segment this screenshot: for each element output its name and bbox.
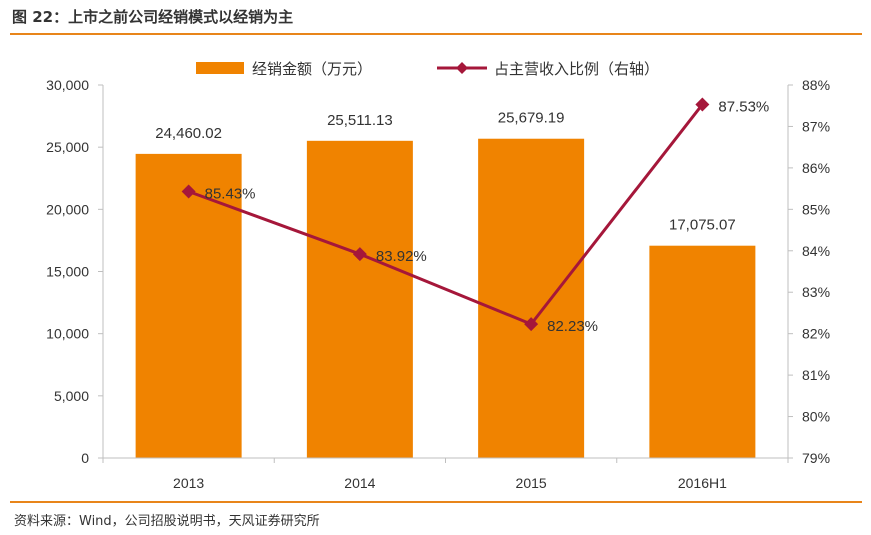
right-tick-label: 82% <box>802 326 830 342</box>
source-note: 资料来源：Wind，公司招股说明书，天风证券研究所 <box>14 514 320 529</box>
ratio-value-label: 87.53% <box>718 98 769 115</box>
source-rule <box>10 501 862 503</box>
ratio-point-marker <box>695 97 710 112</box>
x-tick-label: 2015 <box>516 475 547 491</box>
right-tick-label: 88% <box>802 77 830 93</box>
right-axis: 79% 80% 81% 82% 83% 84% 85% 86% 87% 88% <box>787 77 830 466</box>
bar <box>649 245 756 458</box>
ratio-value-label: 82.23% <box>547 318 598 335</box>
right-tick-label: 79% <box>802 450 830 466</box>
left-tick-label: 15,000 <box>46 264 89 280</box>
x-axis: 2013 2014 2015 2016H1 <box>102 457 789 491</box>
bar-value-label: 24,460.02 <box>155 125 222 142</box>
left-tick-label: 0 <box>81 450 89 466</box>
ratio-value-label: 83.92% <box>376 248 427 265</box>
bar-value-label: 25,511.13 <box>327 112 393 129</box>
legend-bar-swatch <box>196 62 244 74</box>
legend-bar-label: 经销金额（万元） <box>252 61 372 78</box>
data-labels: 24,460.02 25,511.13 25,679.19 17,075.07 85.4… <box>155 98 769 335</box>
bar-value-label: 25,679.19 <box>498 110 565 127</box>
right-tick-label: 81% <box>802 367 830 383</box>
left-tick-label: 25,000 <box>46 139 89 155</box>
line-series <box>181 97 710 332</box>
x-tick-label: 2016H1 <box>678 475 727 491</box>
right-tick-label: 84% <box>802 243 830 259</box>
right-tick-label: 85% <box>802 201 830 217</box>
bar <box>478 138 585 458</box>
right-tick-label: 80% <box>802 409 830 425</box>
right-tick-label: 83% <box>802 284 830 300</box>
ratio-point-marker <box>352 247 367 262</box>
legend-line-marker <box>456 62 468 74</box>
right-tick-label: 87% <box>802 118 830 134</box>
legend: 经销金额（万元） 占主营收入比例（右轴） <box>196 61 659 78</box>
x-tick-label: 2013 <box>173 475 204 491</box>
ratio-line <box>188 103 704 326</box>
x-tick-label: 2014 <box>344 475 375 491</box>
left-tick-label: 20,000 <box>46 201 89 217</box>
bar-value-label: 17,075.07 <box>669 217 736 234</box>
figure-title: 图 22：上市之前公司经销模式以经销为主 <box>12 8 294 26</box>
legend-line-label: 占主营收入比例（右轴） <box>494 61 659 78</box>
left-tick-label: 30,000 <box>46 77 89 93</box>
left-tick-label: 5,000 <box>54 388 89 404</box>
ratio-value-label: 85.43% <box>205 186 256 203</box>
ratio-point-marker <box>181 184 196 199</box>
ratio-point-marker <box>524 317 539 332</box>
title-rule <box>10 33 862 35</box>
bar <box>306 140 413 458</box>
left-tick-label: 10,000 <box>46 326 89 342</box>
right-tick-label: 86% <box>802 160 830 176</box>
left-axis: 0 5,000 10,000 15,000 20,000 25,000 30,000 <box>46 77 104 466</box>
